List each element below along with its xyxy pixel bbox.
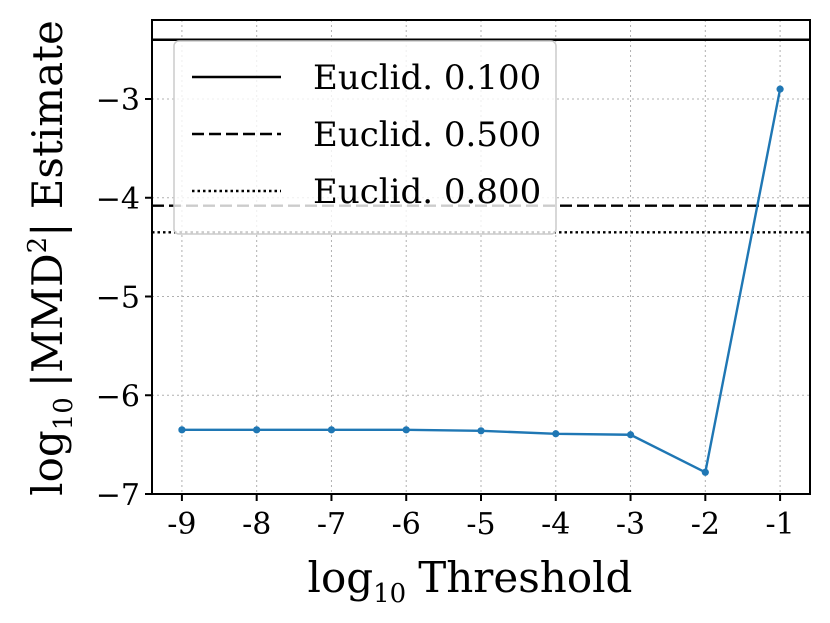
y-tick-label: −3 [96, 83, 140, 118]
y-axis-label-log: log [23, 430, 72, 496]
legend-label: Euclid. 0.500 [313, 115, 541, 155]
x-axis-label-base: 10 [373, 579, 406, 609]
y-axis-label-open: |MMD [23, 253, 72, 387]
legend-box [173, 40, 557, 235]
legend-label: Euclid. 0.800 [313, 172, 541, 212]
y-axis-label-sup: 2 [23, 237, 53, 254]
x-tick-label: -2 [691, 507, 720, 542]
series [178, 85, 784, 476]
y-tick-label: −4 [96, 182, 140, 217]
x-tick-label: -8 [242, 507, 271, 542]
y-axis-label: log10 |MMD2| Estimate [23, 20, 79, 496]
x-tick-label: -6 [392, 507, 421, 542]
series-point [253, 426, 261, 434]
series-point [701, 468, 709, 476]
grid [152, 20, 810, 495]
legend: Euclid. 0.100 Euclid. 0.500 Euclid. 0.800 [173, 40, 557, 235]
axis-ticks: -9 -8 -7 -6 -5 -4 -3 -2 -1 −7 −6 −5 −4 −3 [96, 83, 795, 542]
x-tick-label: -1 [765, 507, 794, 542]
y-axis-label-close: | Estimate [23, 20, 72, 237]
y-tick-label: −6 [96, 379, 140, 414]
x-tick-label: -5 [466, 507, 495, 542]
series-point [327, 426, 336, 434]
series-point [402, 426, 410, 434]
y-axis-label-base: 10 [49, 397, 79, 430]
y-tick-label: −7 [96, 478, 140, 513]
series-point [776, 85, 784, 93]
series-point [626, 431, 635, 439]
x-tick-label: -4 [541, 507, 570, 542]
series-point [477, 427, 485, 435]
x-tick-label: -3 [616, 507, 645, 542]
x-tick-label: -9 [167, 507, 196, 542]
x-axis-label-log: log [308, 553, 374, 602]
y-tick-label: −5 [96, 281, 140, 316]
x-axis-label-rest: Threshold [418, 553, 632, 602]
x-tick-label: -7 [317, 507, 346, 542]
x-axis-label: log10 Threshold [308, 553, 633, 609]
series-point [178, 426, 186, 434]
legend-label: Euclid. 0.100 [313, 58, 541, 98]
series-point [552, 430, 560, 438]
